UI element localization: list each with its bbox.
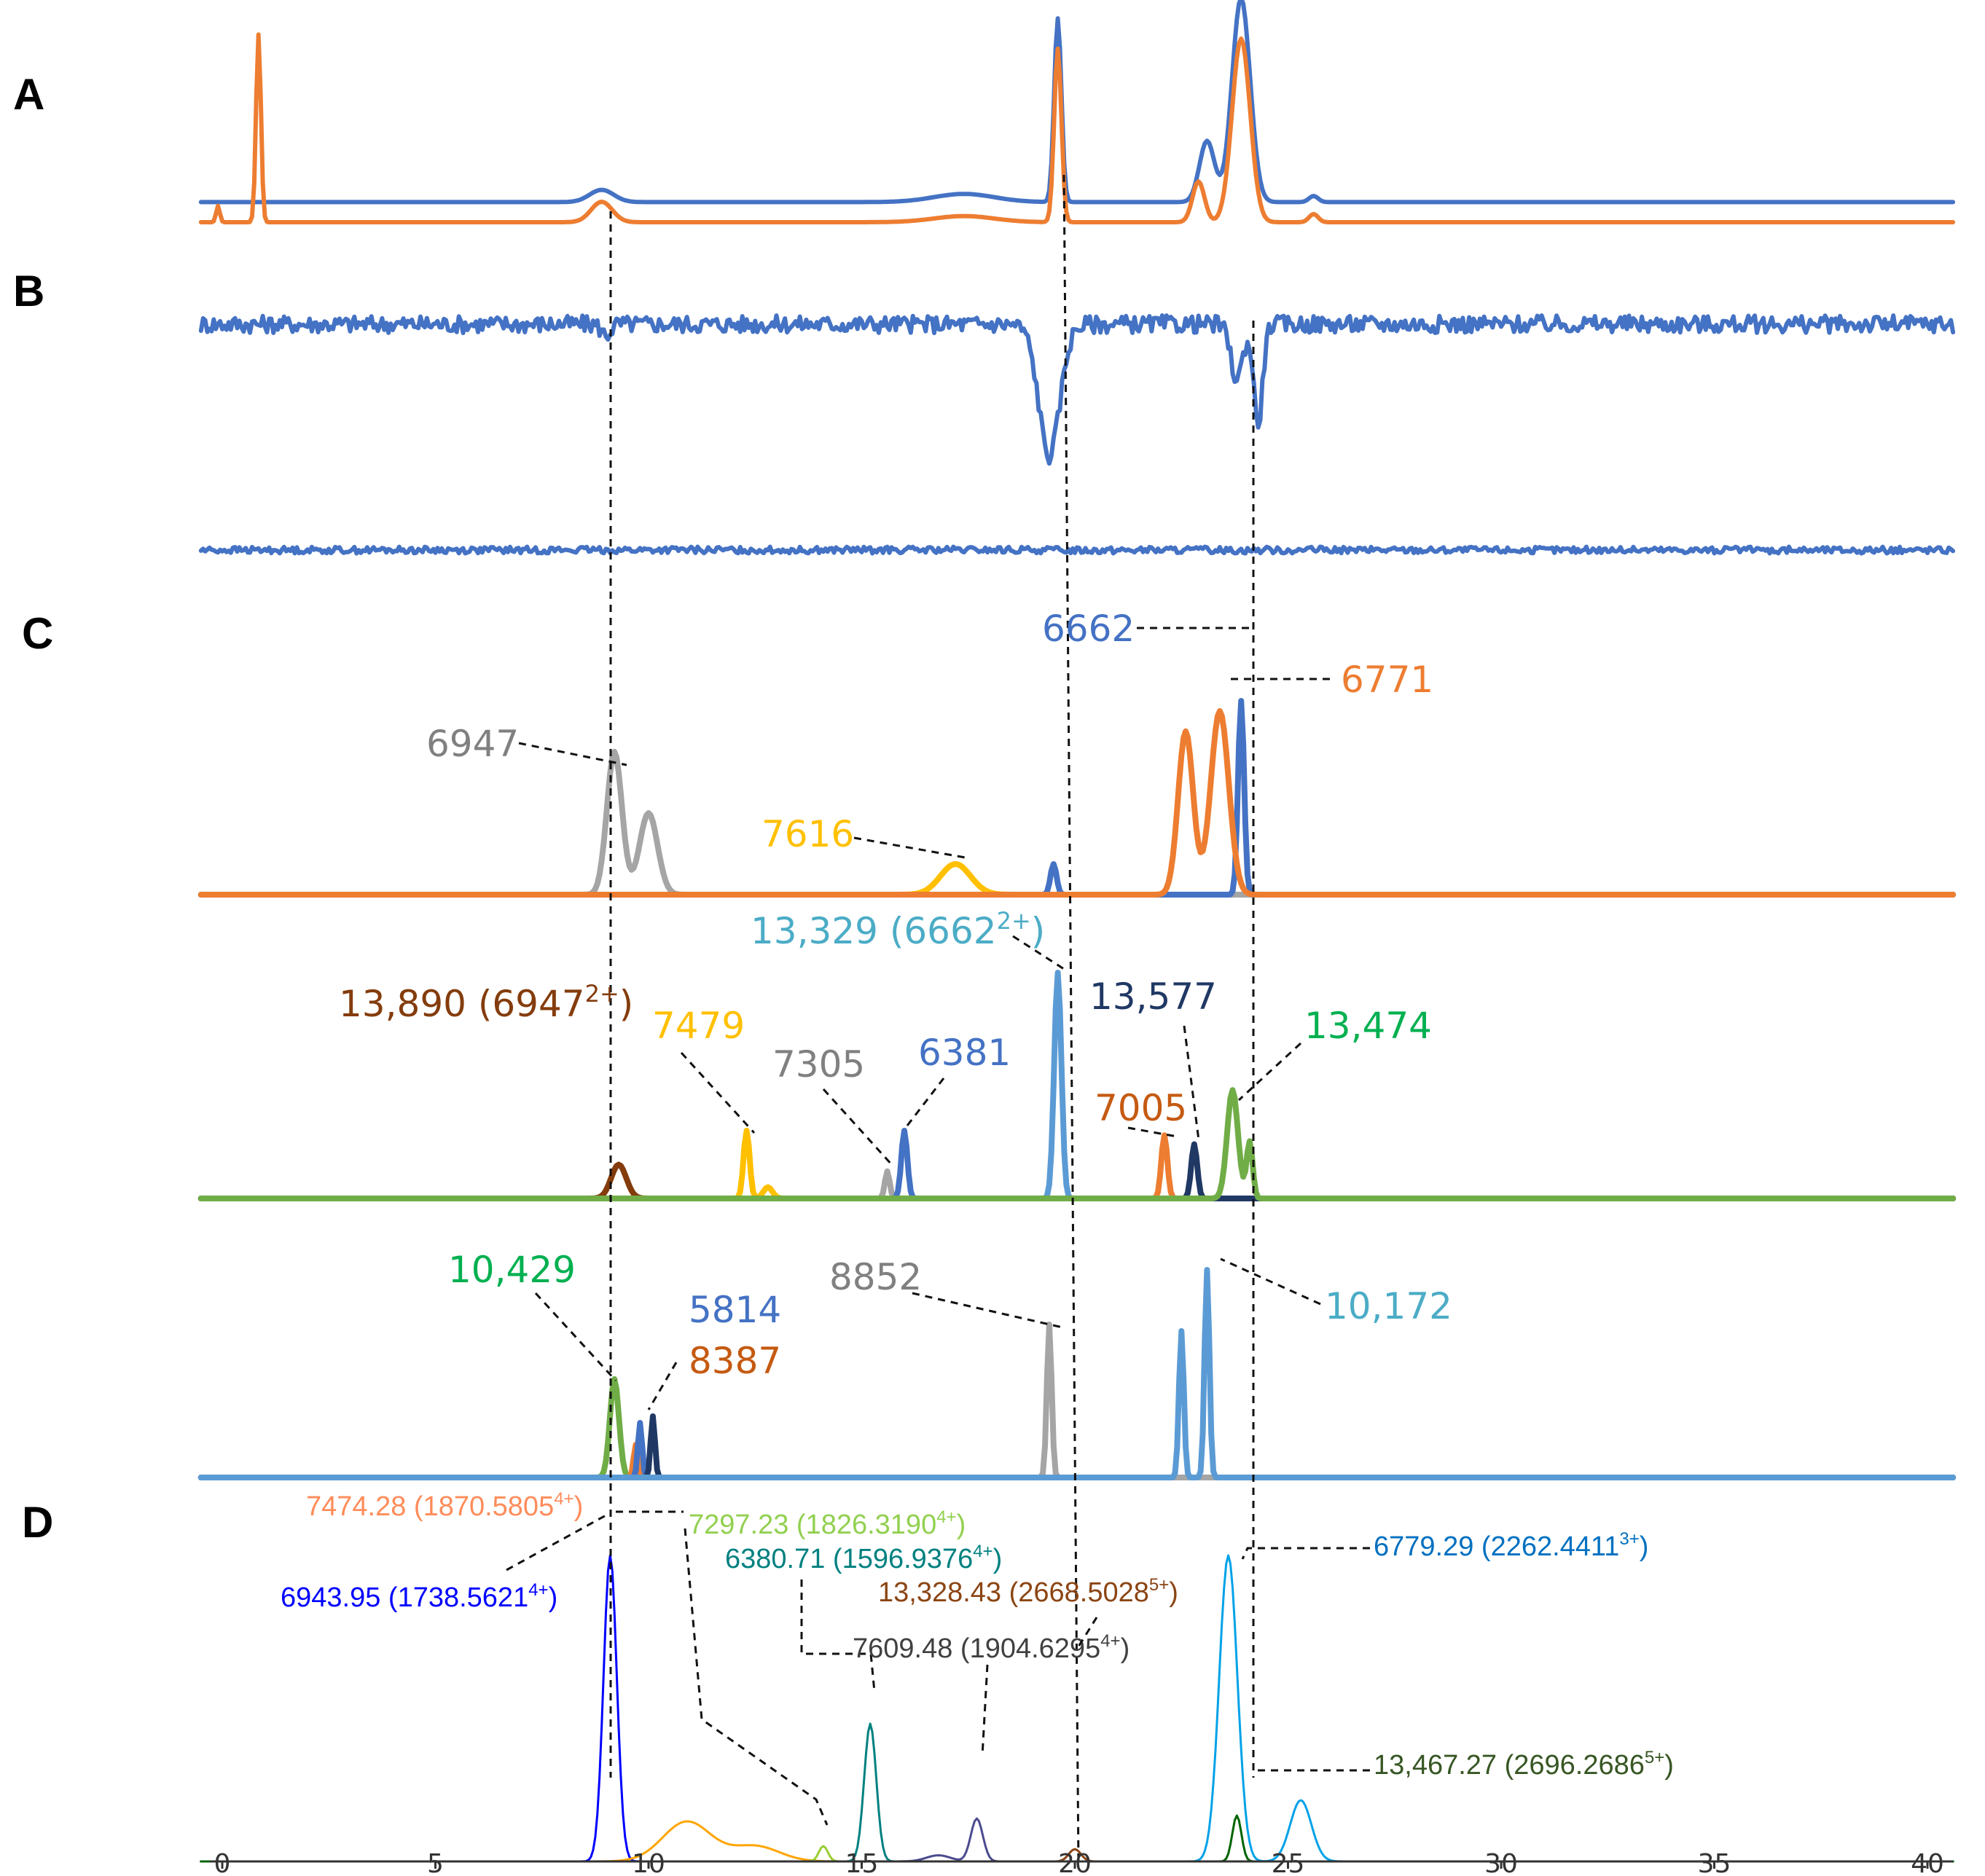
x-tick-label: 35 [1698, 1849, 1731, 1876]
label-6380: 6380.71 (1596.93764+) [725, 1542, 1002, 1574]
leader-7005 [1127, 1126, 1178, 1138]
label-8387: 8387 [689, 1340, 781, 1382]
trace-panel3-series7 [197, 1087, 1957, 1201]
leader-6779 [1241, 1547, 1370, 1560]
alignment-lines [609, 174, 1255, 1866]
label-13329: 13,329 (66622+) [751, 907, 1045, 952]
panel-c3-annotations: 10,429 5814 8387 8852 10,172 [448, 1249, 1452, 1410]
trace-panel4-series3 [197, 1413, 1957, 1480]
leader-7479 [680, 1051, 756, 1134]
label-6381: 6381 [918, 1032, 1011, 1074]
label-6947: 6947 [426, 723, 519, 765]
panel-c1-annotations: 6662 6771 6947 7616 [426, 608, 1433, 860]
label-13577: 13,577 [1089, 976, 1217, 1018]
panel-d-annotations: 7474.28 (1870.58054+) 7297.23 (1826.3190… [281, 1489, 1674, 1826]
label-6779: 6779.29 (2262.44113+) [1374, 1529, 1648, 1562]
trace-panel4-series4 [197, 1322, 1957, 1480]
leader-7297 [684, 1528, 829, 1826]
trace-panel2-series0 [197, 861, 1957, 898]
leader-8387 [647, 1362, 678, 1410]
panel-label-d: D [22, 1498, 53, 1547]
align-line-19 [1062, 174, 1080, 1866]
trace-panel4-series0 [197, 1376, 1957, 1480]
x-tick-label: 25 [1272, 1849, 1305, 1876]
x-tick-label: 15 [845, 1849, 879, 1876]
label-6943: 6943.95 (1738.56214+) [281, 1580, 557, 1613]
leader-7616 [853, 836, 970, 860]
trace-panel0-series0 [198, 0, 1956, 205]
label-7305: 7305 [772, 1043, 865, 1086]
trace-panel3-series3 [197, 1128, 1957, 1201]
trace-panel2-series3 [197, 708, 1957, 898]
trace-panel3-series2 [197, 1168, 1957, 1201]
label-6662: 6662 [1042, 608, 1135, 650]
label-8852: 8852 [829, 1256, 922, 1298]
x-tick-label: 40 [1911, 1849, 1944, 1876]
trace-panel4-series1 [197, 1442, 1957, 1480]
leader-10429 [534, 1292, 617, 1382]
label-7474: 7474.28 (1870.58054+) [306, 1489, 583, 1522]
leader-6947 [518, 742, 627, 766]
leader-13328 [1077, 1617, 1098, 1647]
label-5814: 5814 [689, 1289, 781, 1331]
leader-8852 [912, 1292, 1063, 1329]
panel-label-a: A [13, 70, 44, 119]
label-7616: 7616 [761, 813, 854, 855]
label-13467: 13,467.27 (2696.26865+) [1374, 1748, 1674, 1781]
trace-panel3-series6 [197, 1141, 1957, 1201]
label-7609: 7609.48 (1904.62954+) [853, 1631, 1129, 1664]
trace-panel1-series1 [198, 544, 1956, 556]
x-axis: 0 5 10 15 20 25 30 35 40 [209, 1849, 1954, 1876]
x-tick-label: 20 [1058, 1849, 1092, 1876]
leader-7305 [822, 1088, 894, 1167]
x-tick-label: 5 [427, 1849, 444, 1876]
label-7005: 7005 [1095, 1087, 1187, 1129]
label-10429: 10,429 [448, 1249, 576, 1291]
leader-6380 [800, 1579, 876, 1692]
label-10172: 10,172 [1325, 1285, 1452, 1327]
leader-10172 [1220, 1257, 1321, 1306]
label-6771: 6771 [1341, 659, 1433, 701]
panel-c2-annotations: 13,329 (66622+) 13,890 (69472+) 7479 730… [339, 907, 1432, 1167]
label-7479: 7479 [652, 1005, 745, 1047]
panel-label-c: C [22, 609, 53, 658]
leader-13329 [1012, 935, 1065, 970]
trace-panel3-series5 [197, 1132, 1957, 1201]
leader-13577 [1183, 1025, 1200, 1141]
leader-13474 [1237, 1042, 1302, 1102]
trace-panel1-series0 [198, 313, 1956, 466]
trace-panel4-series2 [197, 1420, 1957, 1480]
trace-panel3-series1 [197, 1128, 1957, 1201]
trace-panel2-series1 [197, 748, 1957, 898]
label-13474: 13,474 [1304, 1005, 1432, 1047]
label-13890: 13,890 (69472+) [339, 980, 633, 1025]
leader-6381 [906, 1078, 945, 1126]
trace-panel3-series0 [197, 1161, 1957, 1201]
x-tick-label: 0 [214, 1849, 231, 1876]
x-tick-label: 30 [1484, 1849, 1518, 1876]
trace-panel0-series1 [198, 32, 1956, 224]
leader-6943 [506, 1512, 609, 1571]
panel-label-b: B [13, 267, 44, 315]
label-7297: 7297.23 (1826.31904+) [689, 1507, 966, 1540]
x-tick-label: 10 [632, 1849, 665, 1876]
label-13328: 13,328.43 (2668.50285+) [878, 1575, 1178, 1608]
leader-7609 [981, 1664, 989, 1757]
trace-panel4-series5 [197, 1267, 1957, 1480]
